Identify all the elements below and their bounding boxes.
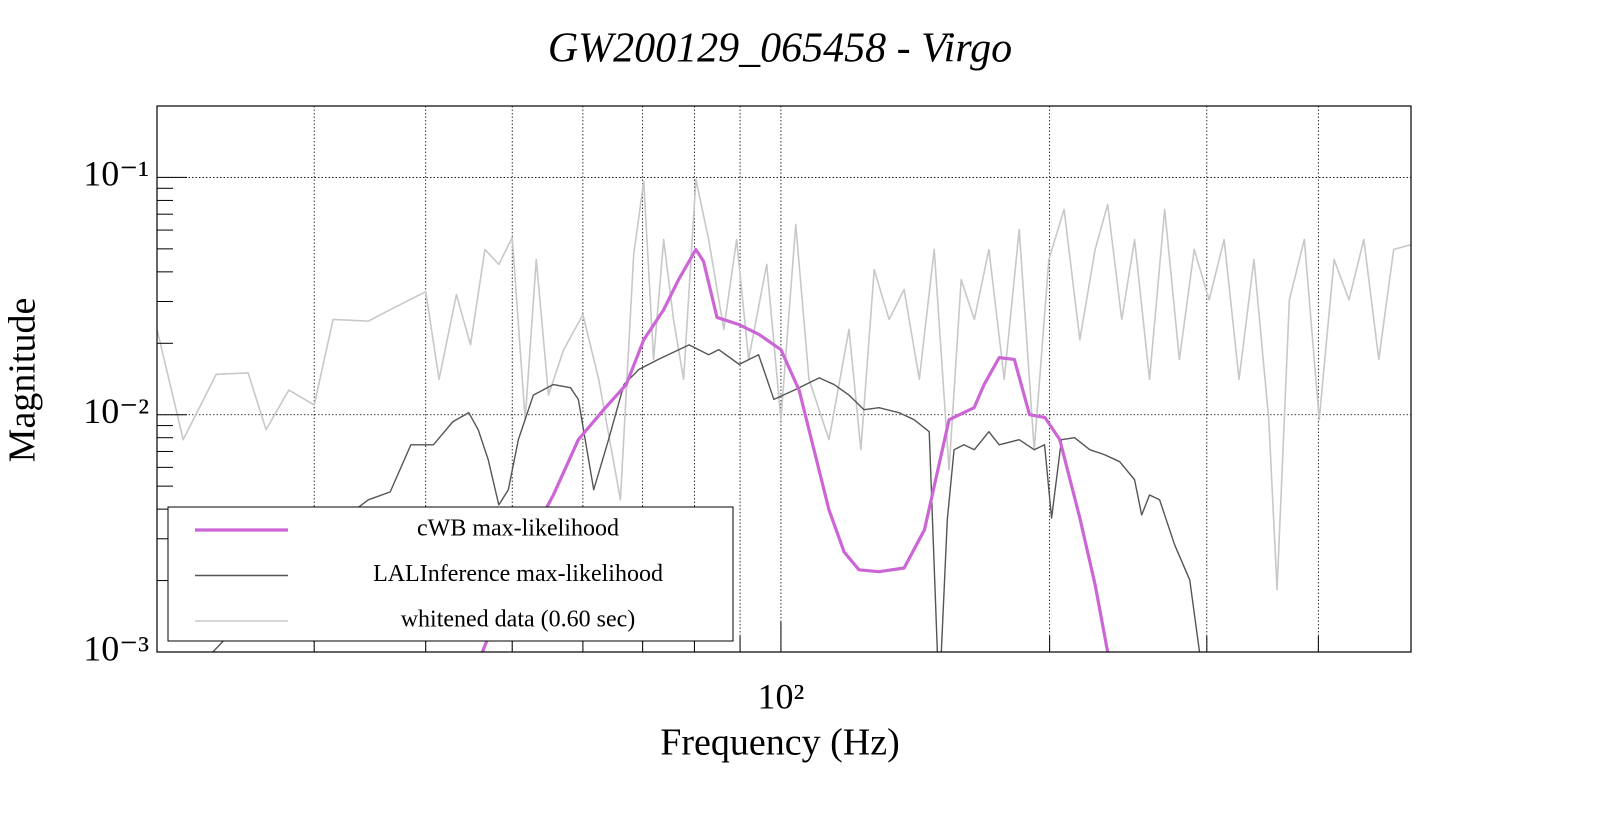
legend-label: LALInference max-likelihood	[373, 561, 663, 587]
series-line	[157, 178, 1411, 591]
legend-label: whitened data (0.60 sec)	[401, 607, 636, 633]
y-axis-label: Magnitude	[2, 298, 44, 463]
plot-lines	[157, 178, 1411, 652]
axes: 10⁻³ 10⁻² 10⁻¹ 10²	[83, 105, 1319, 716]
chart-title: GW200129_065458 - Virgo	[548, 26, 1012, 72]
legend-label: cWB max-likelihood	[417, 516, 619, 542]
y-tick-label: 10⁻²	[83, 391, 149, 431]
x-tick-label: 10²	[758, 676, 805, 716]
y-tick-label: 10⁻¹	[83, 154, 149, 194]
x-axis-label: Frequency (Hz)	[660, 722, 900, 764]
plot-frame	[156, 105, 1412, 653]
series-line	[480, 247, 1110, 652]
legend: cWB max-likelihood LALInference max-likel…	[167, 506, 734, 642]
y-tick-label: 10⁻³	[83, 628, 149, 668]
series-line	[212, 344, 1201, 652]
